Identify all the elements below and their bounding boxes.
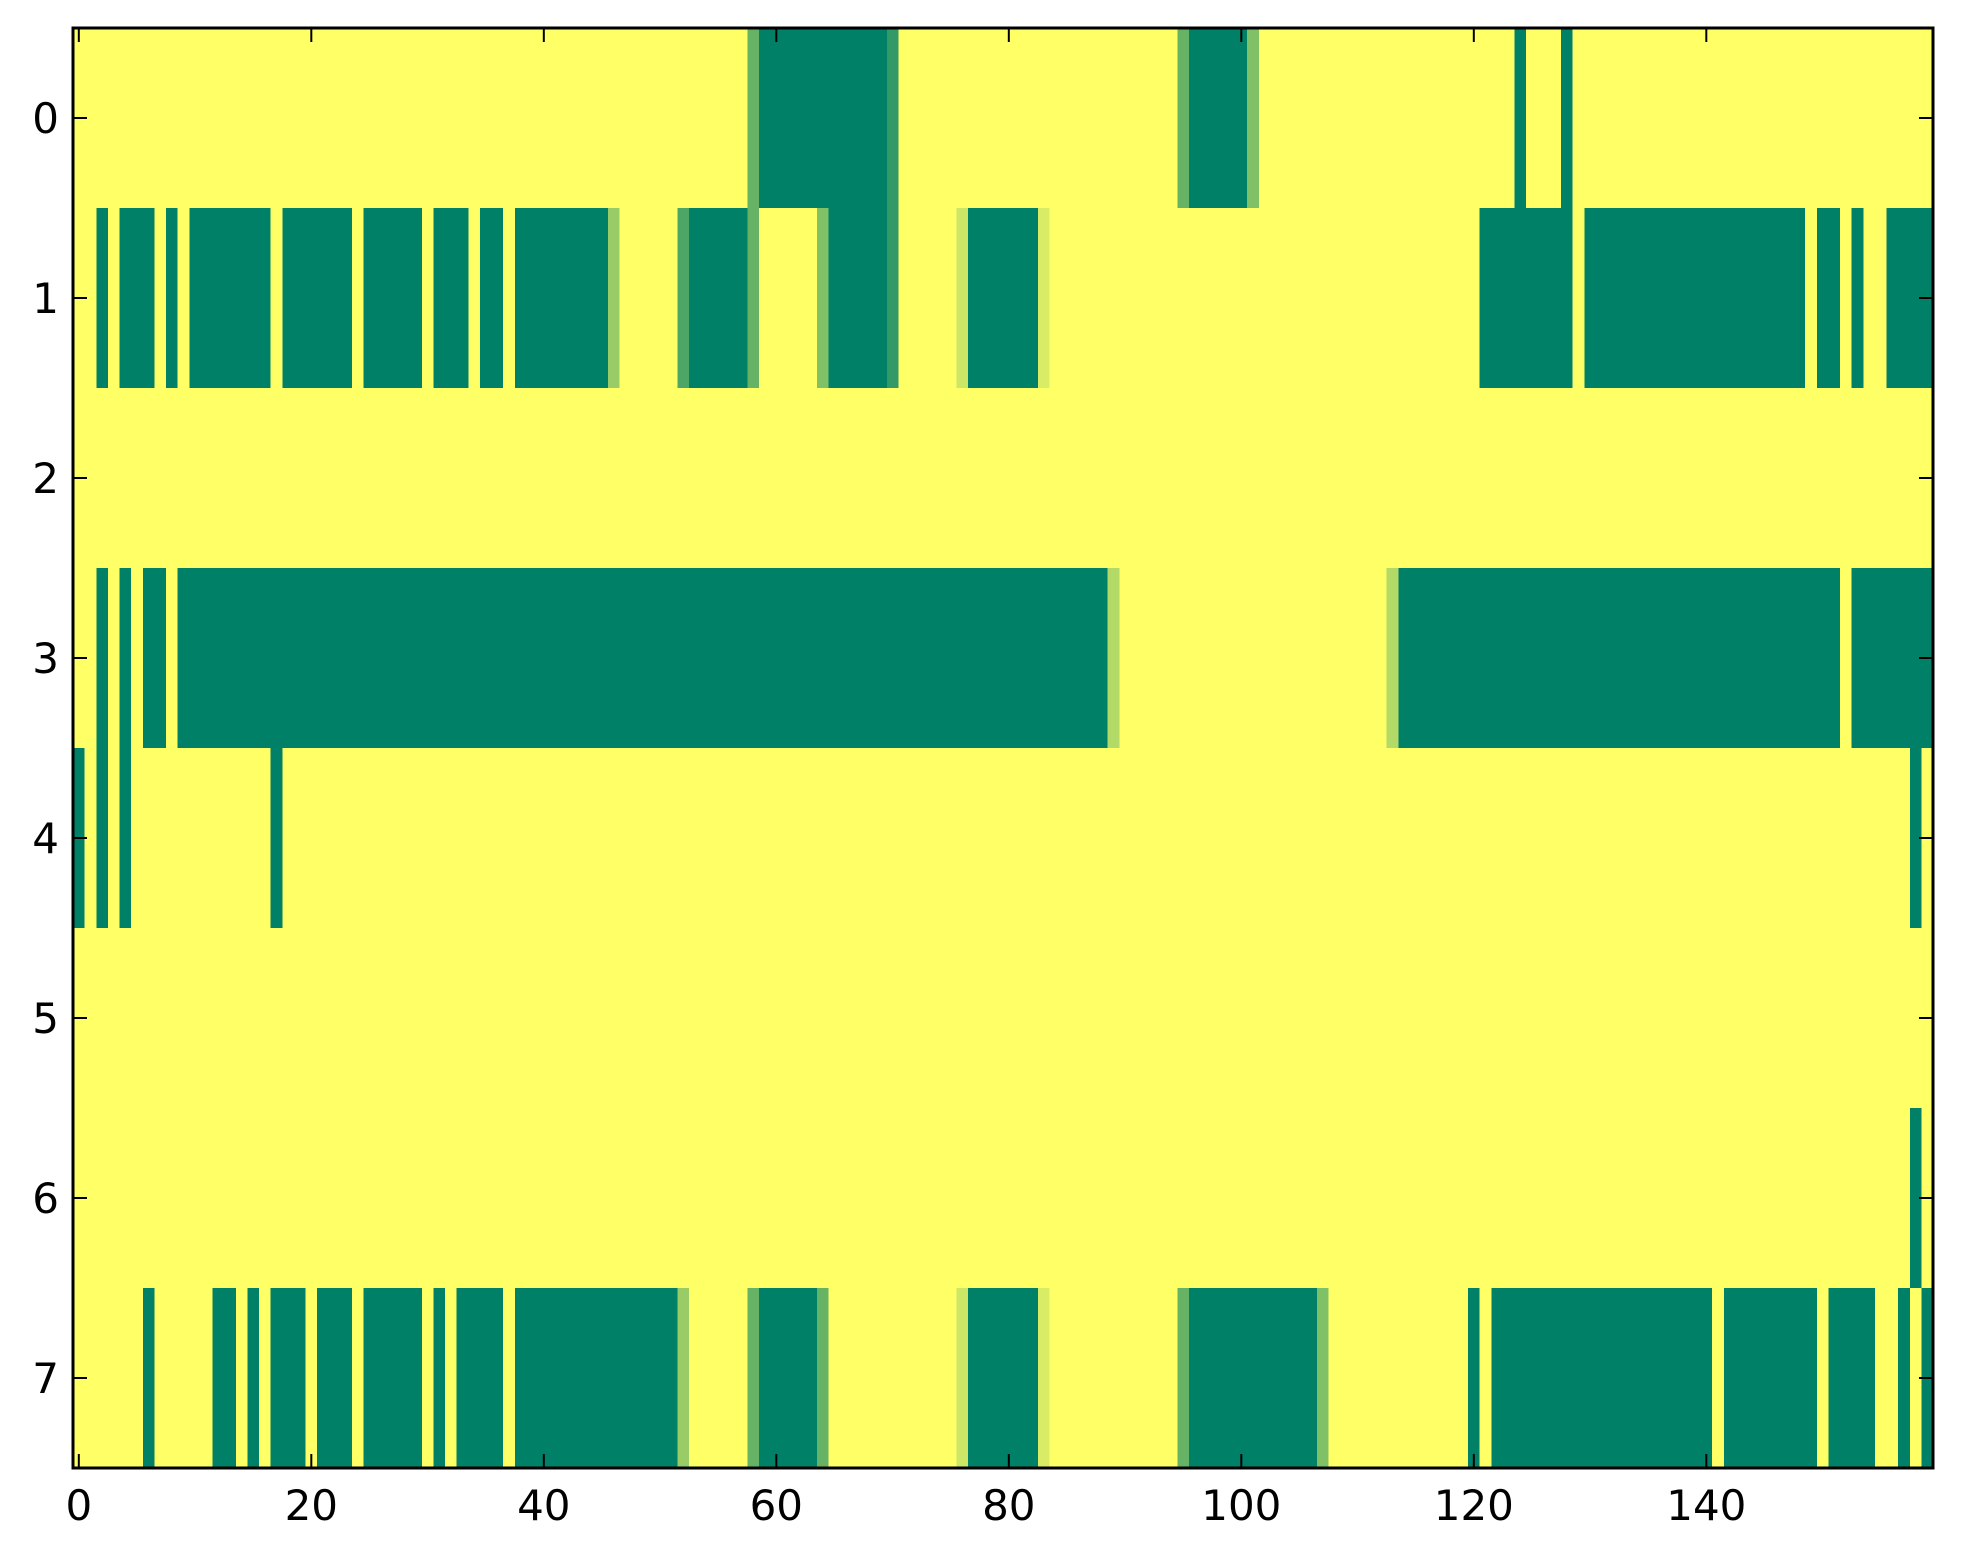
x-tick-label: 140 bbox=[1666, 1481, 1746, 1530]
heatmap-cell bbox=[1514, 28, 1527, 208]
heatmap-cell bbox=[1909, 1108, 1922, 1288]
heatmap-cell bbox=[142, 1288, 155, 1468]
y-tick-label: 0 bbox=[32, 94, 59, 143]
heatmap-cell bbox=[956, 1288, 969, 1468]
heatmap-cell bbox=[1723, 1288, 1817, 1468]
heatmap-cell bbox=[1898, 1288, 1910, 1468]
heatmap-cell bbox=[1816, 208, 1840, 388]
x-tick-label: 20 bbox=[285, 1481, 338, 1530]
heatmap-cell bbox=[886, 208, 899, 388]
heatmap-cell bbox=[456, 1288, 504, 1468]
y-tick-label: 1 bbox=[32, 274, 59, 323]
heatmap-cell bbox=[363, 208, 422, 388]
heatmap-cell bbox=[363, 1288, 422, 1468]
heatmap-cell bbox=[1037, 208, 1050, 388]
heatmap-cell bbox=[270, 748, 283, 928]
heatmap-cell bbox=[1828, 1288, 1875, 1468]
heatmap-cell bbox=[677, 208, 690, 388]
heatmap-cell bbox=[817, 1288, 829, 1468]
heatmap-cell bbox=[1247, 28, 1259, 208]
heatmap-cell bbox=[968, 1288, 1038, 1468]
x-tick-label: 40 bbox=[517, 1481, 570, 1530]
heatmap-cell bbox=[142, 568, 166, 748]
heatmap-cell bbox=[433, 1288, 446, 1468]
heatmap-cell bbox=[247, 1288, 260, 1468]
heatmap-cell bbox=[1398, 568, 1840, 748]
heatmap-cell bbox=[1316, 1288, 1329, 1468]
heatmap-cell bbox=[1479, 208, 1573, 388]
heatmap-cell bbox=[96, 568, 108, 748]
heatmap-cell bbox=[1851, 208, 1864, 388]
y-tick-label: 4 bbox=[32, 814, 59, 863]
x-tick-label: 80 bbox=[982, 1481, 1035, 1530]
plot-frame bbox=[71, 26, 1935, 1470]
heatmap-cell bbox=[1177, 1288, 1190, 1468]
heatmap-cell bbox=[1468, 1288, 1480, 1468]
heatmap-cell bbox=[1584, 208, 1806, 388]
heatmap-cell bbox=[747, 28, 759, 208]
heatmap-cell bbox=[119, 208, 155, 388]
y-tick-label: 6 bbox=[32, 1174, 59, 1223]
heatmap-cell bbox=[817, 208, 829, 388]
heatmap-cell bbox=[1189, 28, 1248, 208]
heatmap-cell bbox=[1909, 748, 1922, 928]
heatmap-cell bbox=[1037, 1288, 1050, 1468]
heatmap-cell bbox=[828, 208, 887, 388]
x-tick-label: 120 bbox=[1434, 1481, 1514, 1530]
heatmap-cell bbox=[689, 208, 748, 388]
heatmap-cell bbox=[119, 568, 132, 748]
heatmap-cell bbox=[270, 1288, 306, 1468]
heatmap-cell bbox=[1177, 28, 1190, 208]
heatmap-cell bbox=[956, 208, 969, 388]
heatmap-cell bbox=[747, 208, 759, 388]
heatmap-cell bbox=[317, 1288, 353, 1468]
heatmap-cell bbox=[514, 208, 608, 388]
heatmap-cell bbox=[1189, 1288, 1317, 1468]
y-tick-label: 7 bbox=[32, 1354, 59, 1403]
heatmap-cell bbox=[433, 208, 469, 388]
heatmap-cell bbox=[96, 208, 108, 388]
heatmap-cell bbox=[747, 1288, 759, 1468]
x-axis-tick-labels: 0 20 40 60 80 100 120 140 bbox=[65, 1481, 1746, 1530]
heatmap-cell bbox=[677, 1288, 690, 1468]
y-axis-tick-labels: 0 1 2 3 4 5 6 7 bbox=[32, 94, 59, 1403]
heatmap-cell bbox=[479, 208, 504, 388]
heatmap-cell bbox=[758, 28, 887, 208]
heatmap-cell bbox=[1561, 28, 1573, 208]
heatmap-cell bbox=[1386, 568, 1399, 748]
y-tick-label: 5 bbox=[32, 994, 59, 1043]
x-tick-label: 100 bbox=[1201, 1481, 1281, 1530]
heatmap-cell bbox=[177, 568, 1108, 748]
heatmap-cell bbox=[1107, 568, 1120, 748]
heatmap-cell bbox=[607, 208, 620, 388]
heatmap-cell bbox=[886, 28, 899, 208]
heatmap-cell bbox=[212, 1288, 236, 1468]
heatmap-cell bbox=[119, 748, 132, 928]
heatmap-cell bbox=[189, 208, 271, 388]
axis-ticks bbox=[73, 28, 1933, 1468]
heatmap-cell bbox=[514, 1288, 678, 1468]
heatmap-cell bbox=[282, 208, 352, 388]
heatmap-cell bbox=[166, 208, 178, 388]
heatmap-cell bbox=[1491, 1288, 1713, 1468]
plot-area bbox=[73, 28, 1934, 1468]
heatmap-cell bbox=[758, 1288, 818, 1468]
x-tick-label: 60 bbox=[750, 1481, 803, 1530]
x-tick-label: 0 bbox=[65, 1481, 92, 1530]
y-tick-label: 2 bbox=[32, 454, 59, 503]
heatmap-cell bbox=[96, 748, 108, 928]
heatmap-cell bbox=[968, 208, 1038, 388]
y-tick-label: 3 bbox=[32, 634, 59, 683]
